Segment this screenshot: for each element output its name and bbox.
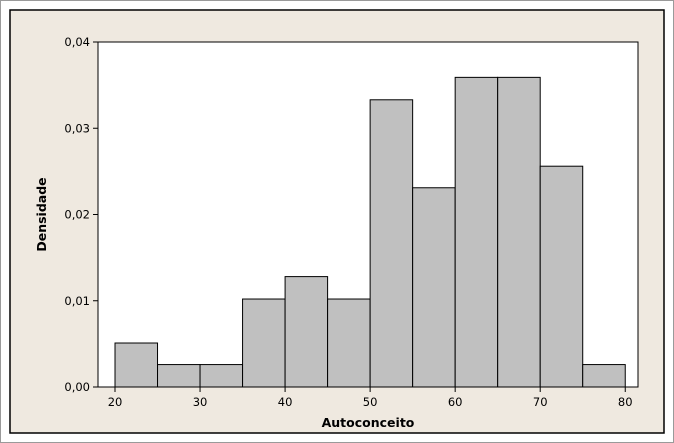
x-tick-label: 30 [193,395,208,409]
x-tick-label: 60 [448,395,463,409]
histogram-bar [284,276,329,388]
histogram-bar [199,364,244,388]
y-tick-label: 0,04 [64,35,90,49]
histogram-bar [157,364,201,388]
histogram-bar [114,342,159,388]
histogram-bar [242,298,286,388]
y-axis-ticks: 0,00 0,01 0,02 0,03 0,04 [64,35,98,394]
histogram-bar [454,76,499,388]
histogram-bar [539,165,584,388]
y-axis-title: Densidade [34,177,49,251]
histogram-bar [497,76,541,388]
histogram-bar [412,187,456,388]
y-tick-label: 0,00 [64,380,90,394]
y-tick-label: 0,03 [64,121,90,135]
x-tick-label: 50 [363,395,378,409]
histogram-bar [369,99,414,388]
histogram-bar [327,298,371,388]
histogram-bar [582,364,626,388]
x-axis-ticks: 20 30 40 50 60 70 80 [108,387,633,409]
x-axis-title: Autoconceito [322,415,415,430]
y-tick-label: 0,01 [64,294,90,308]
bars-group [114,76,626,388]
x-tick-label: 80 [618,395,633,409]
x-tick-label: 20 [108,395,123,409]
x-tick-label: 70 [533,395,548,409]
x-tick-label: 40 [278,395,293,409]
y-tick-label: 0,02 [64,208,90,222]
